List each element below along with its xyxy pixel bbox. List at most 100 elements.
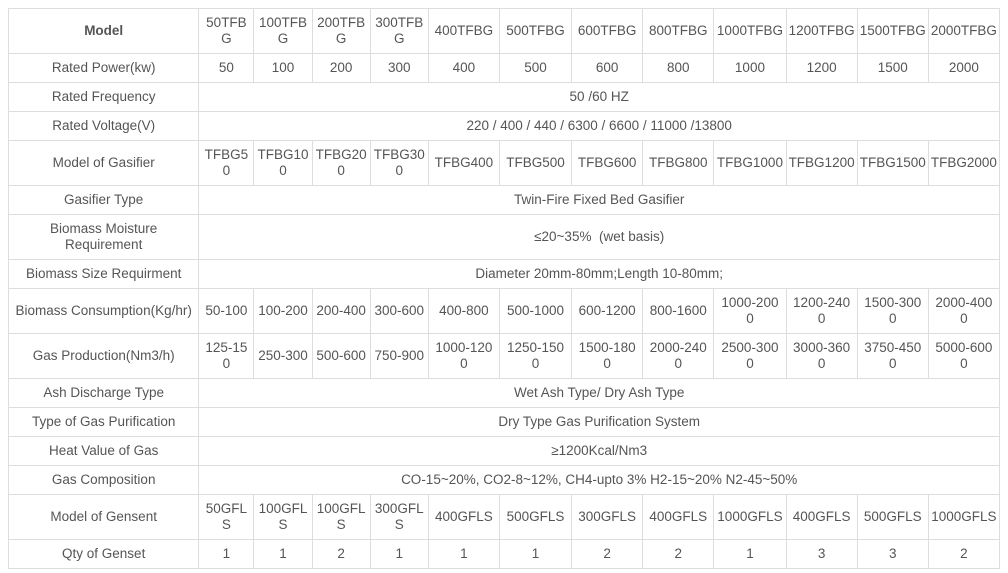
- table-cell: 1000GFLS: [927, 494, 1001, 540]
- table-cell: TFBG1200: [785, 140, 858, 186]
- table-row: Heat Value of Gas ≥1200Kcal/Nm3: [7, 436, 1000, 466]
- table-cell: 1250-150 0: [498, 333, 573, 379]
- model-column-header: 100TFB G: [253, 8, 313, 54]
- model-column-header: 300TFB G: [369, 8, 429, 54]
- table-cell: 2000-400 0: [927, 288, 1001, 334]
- table-cell: 1: [369, 539, 429, 569]
- table-cell: 3750-450 0: [856, 333, 929, 379]
- table-cell: 1000: [713, 53, 787, 83]
- table-cell: 500-600: [311, 333, 371, 379]
- table-cell: 200: [311, 53, 371, 83]
- table-cell: 2: [642, 539, 715, 569]
- model-column-header: 50TFBG: [198, 8, 255, 54]
- table-header-model: Model: [7, 8, 200, 54]
- row-label: Model of Gensent: [7, 494, 200, 540]
- row-label: Rated Frequency: [7, 82, 200, 112]
- table-cell: 50: [198, 53, 255, 83]
- table-cell: 2500-300 0: [713, 333, 787, 379]
- row-label: Gas Production(Nm3/h): [7, 333, 200, 379]
- spanned-value-cell: ≥1200Kcal/Nm3: [198, 436, 1000, 466]
- table-cell: 100GFLS: [253, 494, 313, 540]
- table-cell: 2: [571, 539, 644, 569]
- table-row: Rated Power(kw) 50 100 200 300 400 500 600 800 10…: [7, 53, 1001, 83]
- table-cell: 300: [369, 53, 429, 83]
- table-row: Rated Voltage(V) 220 / 400 / 440 / 6300 /…: [7, 111, 1000, 141]
- table-cell: 500-1000: [498, 288, 573, 334]
- row-label: Biomass Consumption(Kg/hr): [7, 288, 200, 334]
- model-column-header: 500TFBG: [498, 8, 573, 54]
- table-cell: 400GFLS: [427, 494, 500, 540]
- table-row: Gas Production(Nm3/h) 125-15 0 250-300 500-…: [7, 333, 1001, 379]
- table-row: Model 50TFBG 100TFB G 200TFB G 300TFB G 400TF…: [7, 8, 1001, 54]
- row-label: Heat Value of Gas: [7, 436, 200, 466]
- table-cell: 2: [311, 539, 371, 569]
- model-column-header: 400TFBG: [427, 8, 500, 54]
- table-cell: 500: [498, 53, 573, 83]
- row-label: Rated Power(kw): [7, 53, 200, 83]
- table-cell: 2000-240 0: [642, 333, 715, 379]
- spanned-value-cell: Diameter 20mm-80mm;Length 10-80mm;: [198, 259, 1000, 289]
- row-label: Model of Gasifier: [7, 140, 200, 186]
- table-cell: 1500-300 0: [856, 288, 929, 334]
- table-row: Qty of Genset 1 1 2 1 1 1 2 2 1 3 3 2: [7, 539, 1001, 569]
- table-cell: TFBG50: [198, 140, 255, 186]
- model-column-header: 1000TFBG: [713, 8, 787, 54]
- table-cell: 400: [427, 53, 500, 83]
- table-row: Biomass Moisture Requirement ≤20~35% (wet…: [7, 214, 1000, 260]
- spanned-value-cell: Dry Type Gas Purification System: [198, 407, 1000, 437]
- row-label: Biomass Moisture Requirement: [7, 214, 200, 260]
- table-row: Gas Composition CO-15~20%, CO2-8~12%, CH4…: [7, 465, 1000, 495]
- spanned-value-cell: 220 / 400 / 440 / 6300 / 6600 / 11000 /1…: [198, 111, 1000, 141]
- table-cell: 400GFLS: [785, 494, 858, 540]
- table-row: Model of Gensent 50GFLS 100GFLS 100GFLS 300G…: [7, 494, 1001, 540]
- table-cell: 3: [856, 539, 929, 569]
- table-cell: 800: [642, 53, 715, 83]
- table-cell: 3000-360 0: [785, 333, 858, 379]
- table-cell: 1500-180 0: [571, 333, 644, 379]
- table-row: Ash Discharge Type Wet Ash Type/ Dry Ash …: [7, 378, 1000, 408]
- row-label: Biomass Size Requirment: [7, 259, 200, 289]
- table-cell: 100GFLS: [311, 494, 371, 540]
- row-label: Gas Composition: [7, 465, 200, 495]
- table-cell: 500GFLS: [856, 494, 929, 540]
- model-column-header: 600TFBG: [571, 8, 644, 54]
- table-cell: 600: [571, 53, 644, 83]
- table-cell: 300-600: [369, 288, 429, 334]
- table-cell: TFBG2000: [927, 140, 1001, 186]
- table-cell: 2: [927, 539, 1001, 569]
- table-cell: 1: [253, 539, 313, 569]
- table-cell: 400-800: [427, 288, 500, 334]
- model-column-header: 200TFB G: [311, 8, 371, 54]
- table-cell: 2000: [927, 53, 1001, 83]
- model-column-header: 1500TFBG: [856, 8, 929, 54]
- table-cell: 1200-240 0: [785, 288, 858, 334]
- table-cell: 300GFLS: [369, 494, 429, 540]
- row-label: Type of Gas Purification: [7, 407, 200, 437]
- row-label: Gasifier Type: [7, 185, 200, 215]
- table-cell: 1500: [856, 53, 929, 83]
- model-column-header: 800TFBG: [642, 8, 715, 54]
- spec-table-body: Model 50TFBG 100TFB G 200TFB G 300TFB G 400TF…: [7, 8, 1001, 569]
- table-cell: 300GFLS: [571, 494, 644, 540]
- table-cell: 125-15 0: [198, 333, 255, 379]
- table-cell: 1: [498, 539, 573, 569]
- table-cell: 600-1200: [571, 288, 644, 334]
- row-label: Ash Discharge Type: [7, 378, 200, 408]
- table-cell: 1000-120 0: [427, 333, 500, 379]
- table-cell: TFBG500: [498, 140, 573, 186]
- row-label: Qty of Genset: [7, 539, 200, 569]
- table-cell: 5000-600 0: [927, 333, 1001, 379]
- spanned-value-cell: Twin-Fire Fixed Bed Gasifier: [198, 185, 1000, 215]
- table-cell: 800-1600: [642, 288, 715, 334]
- table-cell: 1: [198, 539, 255, 569]
- table-cell: TFBG400: [427, 140, 500, 186]
- table-cell: 1: [427, 539, 500, 569]
- table-row: Rated Frequency 50 /60 HZ: [7, 82, 1000, 112]
- table-cell: 500GFLS: [498, 494, 573, 540]
- spanned-value-cell: Wet Ash Type/ Dry Ash Type: [198, 378, 1000, 408]
- table-cell: TFBG600: [571, 140, 644, 186]
- spanned-value-cell: ≤20~35% (wet basis): [198, 214, 1000, 260]
- table-cell: TFBG20 0: [311, 140, 371, 186]
- table-cell: 250-300: [253, 333, 313, 379]
